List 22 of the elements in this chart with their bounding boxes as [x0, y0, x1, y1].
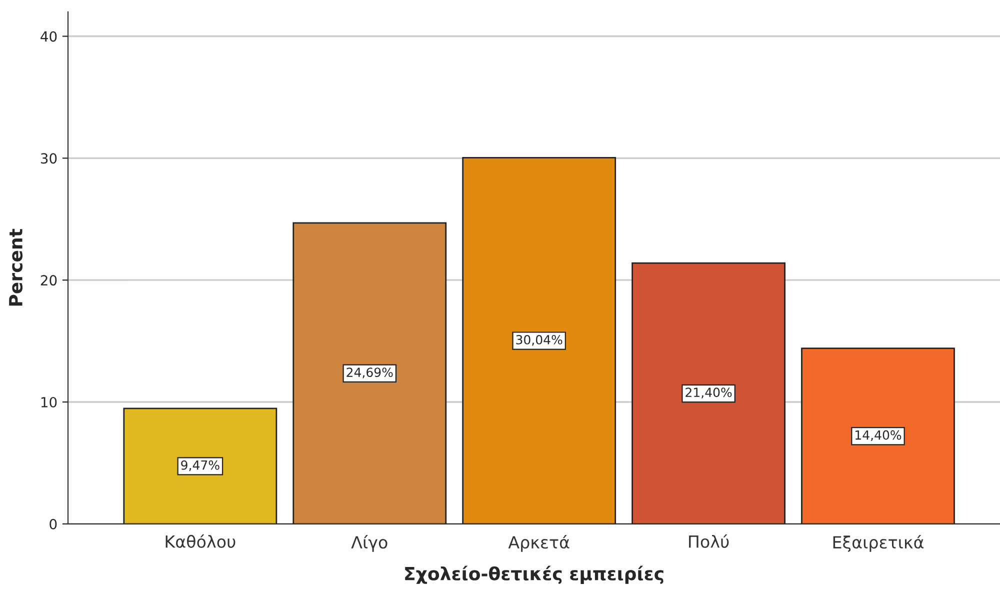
bar — [632, 262, 786, 524]
data-label: 9,47% — [181, 460, 220, 472]
bar — [801, 348, 955, 524]
y-tick-label: 10 — [41, 396, 57, 408]
y-tick-label: 30 — [40, 153, 57, 164]
y-tick-label: 0 — [50, 518, 57, 530]
x-tick-label: Καθόλου — [166, 534, 236, 548]
data-label: 14,40% — [856, 430, 902, 442]
y-tick-label: 40 — [40, 31, 57, 42]
x-tick-label: Εξαιρετικά — [833, 535, 924, 552]
data-label: 30,04% — [516, 334, 562, 346]
x-tick-label: Πολύ — [689, 534, 729, 548]
bar — [462, 156, 616, 524]
x-axis-title: Σχολείο-θετικές εμπειρίες — [405, 566, 664, 584]
y-axis-title: Percent — [9, 228, 23, 306]
data-label: 24,69% — [346, 368, 393, 378]
y-tick-label: 20 — [40, 275, 57, 286]
x-tick-label: Αρκετά — [508, 535, 570, 552]
x-tick-label: Λίγο — [351, 535, 388, 552]
data-label: 21,40% — [686, 388, 732, 398]
bar — [292, 222, 447, 524]
bar — [123, 408, 278, 524]
